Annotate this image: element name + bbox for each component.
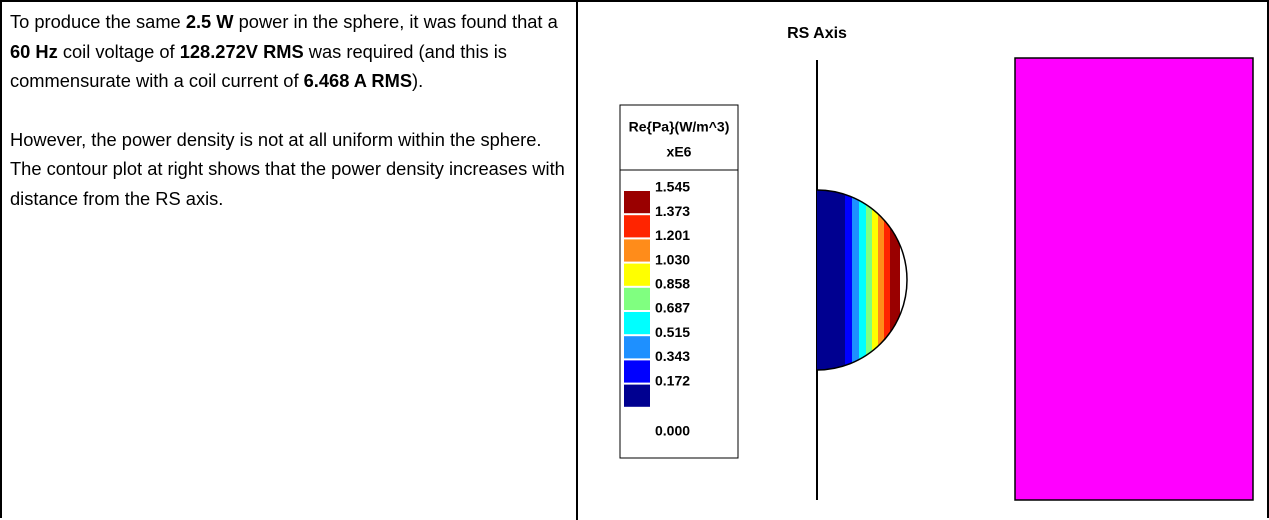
bold-run: 2.5 W (185, 11, 234, 32)
text-run: ). (412, 70, 424, 92)
legend-swatch (624, 336, 650, 359)
text-run: power in the sphere, it was found that a (233, 11, 558, 32)
legend-level: 1.373 (655, 203, 690, 219)
legend-swatch (624, 287, 650, 310)
legend-swatch (624, 384, 650, 407)
sphere-outline (816, 189, 908, 371)
legend-title: Re{Pa}(W/m^3) (629, 119, 730, 135)
coil (1014, 57, 1254, 501)
legend-level: 0.687 (655, 300, 690, 316)
legend-level: 0.172 (655, 372, 690, 388)
legend-level: 1.030 (655, 251, 690, 267)
legend-swatch (624, 360, 650, 383)
legend-level: 1.545 (655, 179, 690, 195)
legend-swatch (624, 191, 650, 214)
legend-swatch (624, 239, 650, 262)
bold-run: 60 Hz (10, 40, 58, 62)
contour-figure: RS Axis Re{Pa}(W/m^3) xE6 1.545 1.373 1.20… (619, 25, 1254, 501)
legend-swatch (624, 312, 650, 335)
text-run: was required (and this is commensurate w… (10, 40, 507, 92)
text-run: coil voltage of (57, 40, 180, 62)
legend-level: 0.858 (655, 276, 690, 292)
text-run: However, the power density is not at all… (10, 128, 565, 209)
legend-items: 1.545 1.373 1.201 1.030 0.858 0.687 0.515 0.343… (624, 179, 690, 439)
contour-bands (817, 190, 900, 370)
paragraph: However, the power density is not at all… (10, 125, 566, 214)
bold-run: 6.468 A RMS (303, 70, 413, 92)
legend-level: 0.000 (655, 423, 690, 439)
legend-level: 0.343 (655, 348, 690, 364)
axis-label: RS Axis (787, 25, 847, 42)
legend-multiplier: xE6 (667, 144, 692, 160)
legend-level: 1.201 (655, 227, 690, 243)
legend-level: 0.515 (655, 324, 690, 340)
legend-swatch (624, 215, 650, 238)
text-run: To produce the same (10, 11, 186, 32)
legend-swatch (624, 263, 650, 286)
text-cell: To produce the same 2.5 W power in the s… (2, 2, 578, 520)
bold-run: 128.272V RMS (179, 40, 304, 62)
paragraph: To produce the same 2.5 W power in the s… (10, 7, 566, 96)
